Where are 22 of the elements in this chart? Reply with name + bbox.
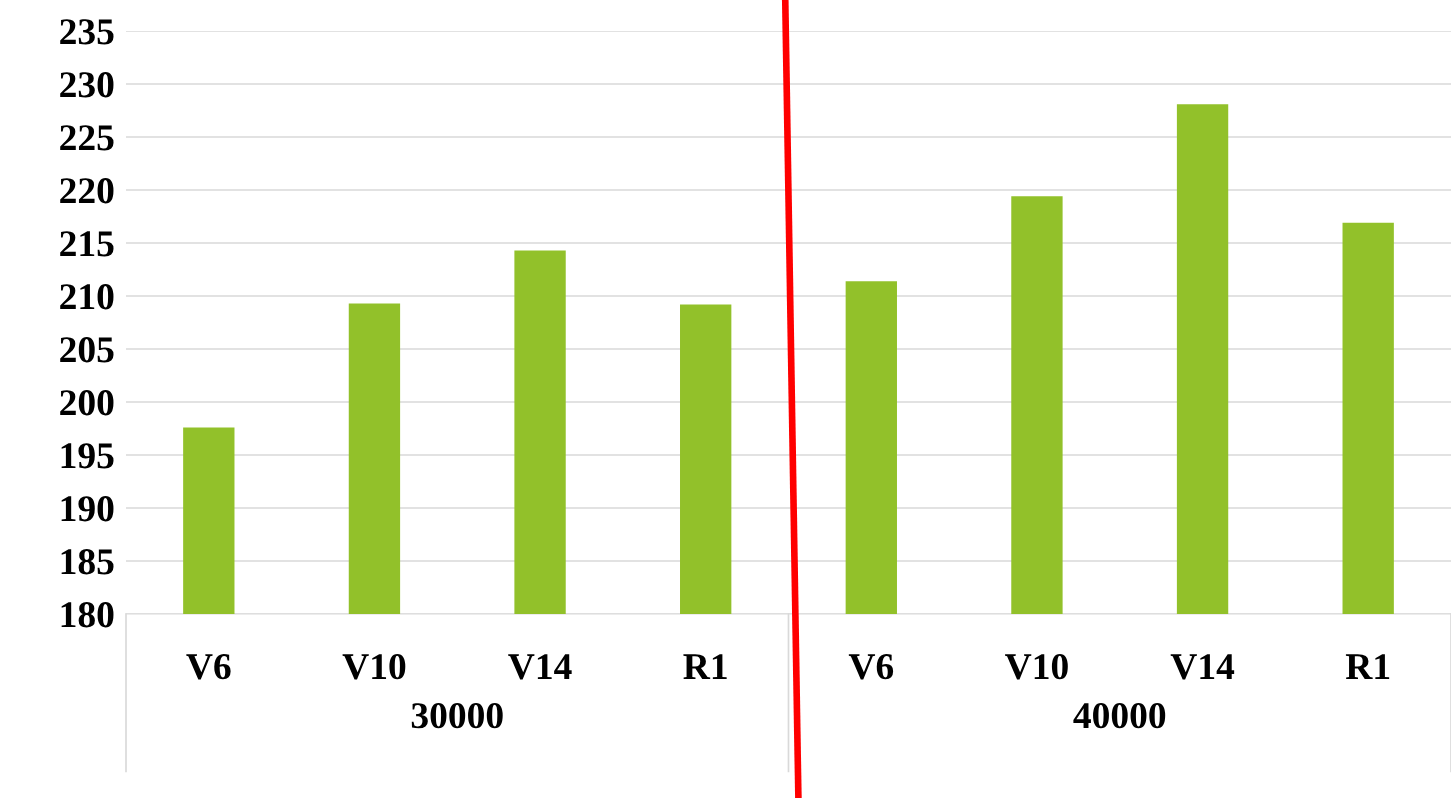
x-tick-label: V6 [848,654,894,680]
x-tick-label: R1 [1345,654,1390,679]
x-tick-label: V14 [508,654,572,680]
text: 40000 [1073,703,1166,729]
x-tick-label: R1 [683,654,727,679]
y-tick-label: 205 [60,337,114,363]
text: 30000 [411,703,503,729]
y-tick-label: 195 [61,443,114,469]
y-tick-label: 230 [60,72,114,98]
y-tick-label: 185 [61,549,114,575]
x-tick-label: V6 [186,654,231,680]
y-tick-label: 225 [60,125,114,151]
x-tick-label: V10 [342,653,406,680]
x-tick-label: V14 [1170,654,1235,680]
x-tick-label: V10 [1005,653,1068,680]
y-tick-label: 220 [60,178,114,204]
y-tick-label: 190 [61,496,114,522]
y-tick-label: 200 [60,390,114,416]
y-tick-label: 180 [61,602,114,628]
y-tick-label: 235 [60,19,114,45]
y-tick-label: 215 [60,231,114,257]
y-tick-label: 210 [60,284,114,310]
